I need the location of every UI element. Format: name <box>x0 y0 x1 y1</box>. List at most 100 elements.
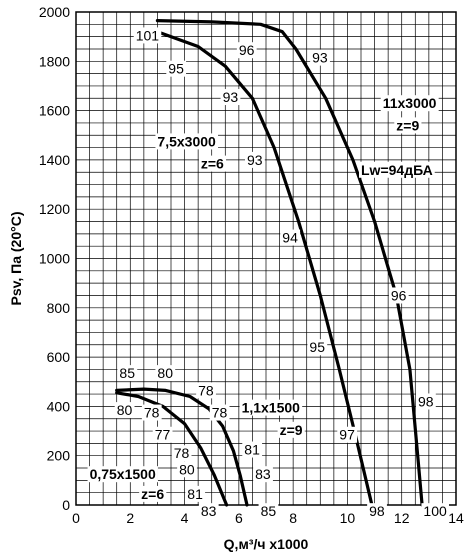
annotation: z=6 <box>198 155 227 172</box>
series-line-1 <box>155 19 424 507</box>
annotation: 93 <box>245 151 265 168</box>
x-tick-label: 12 <box>394 510 410 526</box>
x-axis-label: Q,м³/ч x1000 <box>224 536 309 552</box>
annotation-text: 97 <box>339 427 355 443</box>
x-tick-labels: 0 2 4 6 8 10 12 14 <box>72 510 464 526</box>
annotation-text: z=6 <box>141 486 164 502</box>
annotation-text: Lw=94дБА <box>361 162 433 178</box>
annotation-bg <box>220 89 241 106</box>
annotation-text: 83 <box>201 503 217 519</box>
annotation-text: 85 <box>119 365 135 381</box>
y-tick-label: 600 <box>47 349 71 365</box>
grid <box>76 12 456 505</box>
annotation-text: 95 <box>309 339 325 355</box>
annotation-bg <box>277 421 305 438</box>
annotation: 78 <box>196 382 216 399</box>
annotation: z=9 <box>394 117 422 134</box>
annotation: 95 <box>307 339 328 356</box>
x-tick-label: 14 <box>448 510 464 526</box>
annotation-text: 96 <box>391 287 407 303</box>
annotation-text: 85 <box>261 503 277 519</box>
annotation: 83 <box>253 466 273 483</box>
annotation-bg <box>198 155 227 172</box>
annotation-bg <box>239 399 303 416</box>
annotation-text: 80 <box>179 461 195 477</box>
annotation-text: z=6 <box>201 156 224 172</box>
annotation-text: z=9 <box>396 117 419 133</box>
annotation-text: 11x3000 <box>383 95 437 111</box>
annotation: 85 <box>258 503 279 520</box>
annotation: 98 <box>367 503 387 520</box>
annotations: 101 96 93 95 93 11x3000 z=9 7,5x3000 z=6 93 Lw=94д… <box>87 27 450 520</box>
annotation: 77 <box>152 426 173 443</box>
annotation-text: 78 <box>174 445 190 461</box>
series-line-3 <box>115 387 249 507</box>
annotation: 80 <box>177 461 197 478</box>
annotation-bg <box>196 382 216 399</box>
annotation-bg <box>152 426 173 443</box>
annotation-bg <box>359 161 435 178</box>
annotation-bg <box>117 365 138 382</box>
y-tick-label: 1000 <box>39 251 70 267</box>
annotation: 11x3000 <box>380 95 439 112</box>
annotation-text: 95 <box>168 61 184 77</box>
annotation-text: 93 <box>223 89 239 105</box>
annotation-bg <box>337 426 358 443</box>
annotation-text: 78 <box>198 382 214 398</box>
annotation: 81 <box>185 485 206 502</box>
x-tick-label: 6 <box>235 510 243 526</box>
annotation-bg <box>155 365 176 382</box>
annotation: 96 <box>236 42 257 59</box>
y-tick-label: 400 <box>47 398 71 414</box>
annotation: Lw=94дБА <box>359 161 435 178</box>
annotation: 95 <box>166 60 187 77</box>
y-tick-label: 1400 <box>39 152 70 168</box>
annotation-bg <box>394 117 422 134</box>
annotation: 0,75x1500 <box>87 466 158 483</box>
annotation-bg <box>166 60 187 77</box>
annotation-text: 77 <box>155 427 171 443</box>
annotation: z=6 <box>139 485 167 502</box>
annotation-bg <box>367 503 387 520</box>
annotation-bg <box>139 485 167 502</box>
annotation: 1,1x1500 <box>239 399 303 416</box>
annotation: 85 <box>117 365 138 382</box>
annotation: 81 <box>242 441 263 458</box>
annotation: 96 <box>388 287 409 304</box>
annotation-text: 81 <box>187 486 203 502</box>
annotation-text: 78 <box>212 405 228 421</box>
series-line-4 <box>115 391 229 507</box>
y-tick-label: 1200 <box>39 201 70 217</box>
annotation-text: 100 <box>423 503 447 519</box>
annotation-text: 81 <box>244 442 260 458</box>
annotation: 100 <box>421 503 450 520</box>
annotation: 93 <box>220 89 241 106</box>
annotation-bg <box>87 466 158 483</box>
series-line-2 <box>155 30 374 507</box>
annotation-bg <box>114 402 135 419</box>
annotation-bg <box>209 404 230 421</box>
annotation-bg <box>310 49 330 66</box>
annotation-text: 101 <box>136 27 160 43</box>
annotation-text: 93 <box>312 50 328 66</box>
annotation: 83 <box>198 503 219 520</box>
annotation-bg <box>242 441 263 458</box>
curves <box>115 19 424 507</box>
annotation-text: 7,5x3000 <box>157 133 216 149</box>
annotation-bg <box>236 42 257 59</box>
annotation-bg <box>245 151 265 168</box>
y-tick-label: 1800 <box>39 53 70 69</box>
annotation-bg <box>198 503 219 520</box>
annotation-bg <box>133 27 162 44</box>
x-tick-label: 0 <box>72 510 80 526</box>
annotation-bg <box>307 339 328 356</box>
x-tick-label: 8 <box>289 510 297 526</box>
annotation: 94 <box>280 229 301 246</box>
annotation-bg <box>388 287 409 304</box>
annotation: 98 <box>416 393 436 410</box>
x-tick-label: 2 <box>126 510 134 526</box>
y-tick-label: 1600 <box>39 103 70 119</box>
annotation-bg <box>421 503 450 520</box>
annotation: z=9 <box>277 421 305 438</box>
